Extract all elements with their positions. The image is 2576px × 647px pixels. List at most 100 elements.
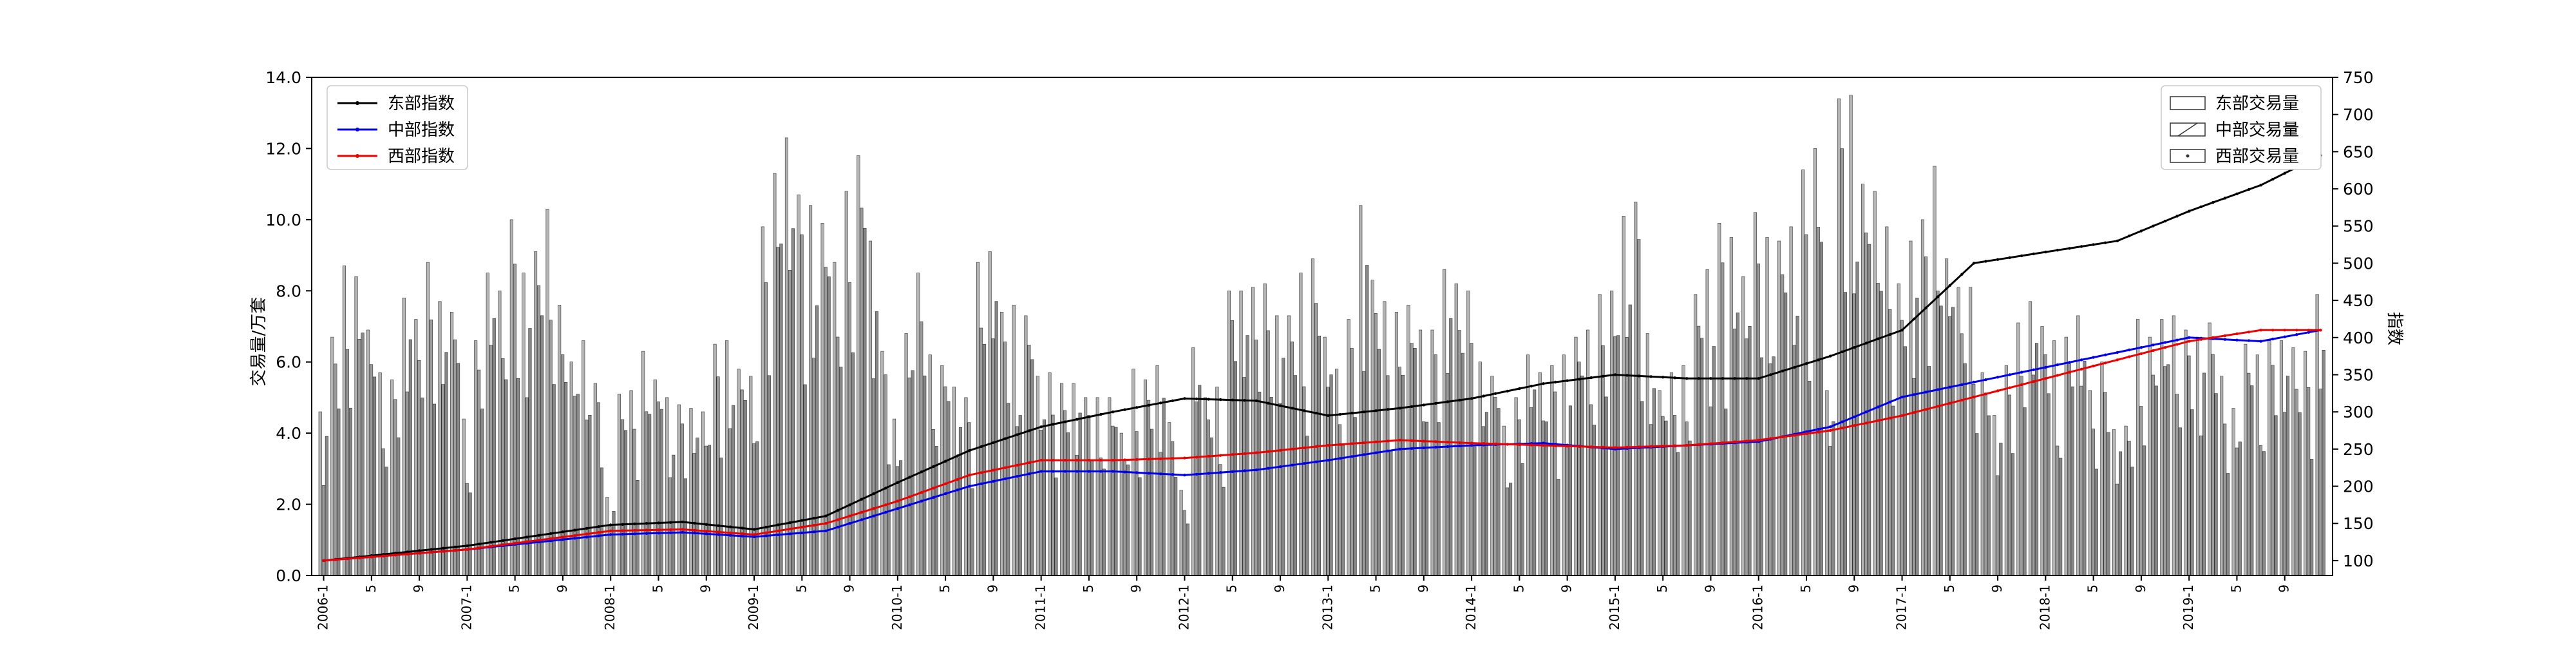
east-index-line-point [908,476,911,479]
west-index-line-point [2235,332,2239,336]
west-index-line-point [2044,377,2047,380]
west-index-line-point [2020,383,2023,387]
legend-bar-label: 中部交易量 [2215,121,2299,140]
bar [522,273,526,576]
bar [2286,376,2290,576]
bar [1227,290,1231,576]
bar [612,511,616,576]
west-index-line-point [788,527,791,531]
east-index-line-point [1171,399,1175,403]
east-index-line-point [442,546,445,550]
y2-tick-label: 650 [2343,142,2374,161]
bar [1003,342,1007,576]
bar [665,397,669,576]
east-index-line-point [1446,400,1450,403]
east-index-line-point [668,521,672,524]
bar [1756,264,1761,576]
bar [1470,343,1473,576]
bar [1206,420,1210,576]
west-index-line-point [848,514,851,517]
bar [2175,394,2179,576]
bar [1741,276,1745,576]
bar [743,400,747,576]
bar [2279,340,2284,576]
west-index-line-point [705,530,708,533]
east-index-line-point [1027,429,1031,432]
east-index-line-point [777,523,780,526]
central-index-line-point [896,507,900,510]
bar [1509,483,1513,576]
west-index-line-point [477,546,481,550]
east-index-line-point [705,523,708,526]
west-index-line-point [777,529,780,532]
bar [2223,423,2227,576]
bar [1350,348,1354,576]
west-index-line-point [1757,438,1760,442]
y-tick-label: 0.0 [276,566,301,585]
bar [2208,322,2211,576]
lines-layer [322,153,2322,563]
bar [1063,410,1067,576]
west-index-line-point [908,495,911,499]
bar [1018,415,1022,576]
central-index-line-point [597,534,600,537]
legend-line-marker [355,154,359,158]
bar [1888,309,1892,576]
bar [1759,357,1764,576]
central-index-line-point [968,485,971,488]
east-index-line-point [1542,382,1545,385]
bar [1410,343,1414,576]
bar [672,454,676,576]
east-index-line-point [585,526,589,530]
central-index-line-point [645,532,649,535]
central-index-line-point [573,537,576,540]
east-index-line-point [2068,247,2071,250]
central-index-line-point [1016,475,1019,478]
central-index-line-point [1542,441,1545,445]
east-index-line-point [1302,409,1306,412]
west-index-line-point [1099,459,1103,462]
bar [732,405,735,576]
east-index-line-point [1518,387,1521,391]
west-index-line-point [1446,440,1450,444]
west-index-line-point [668,528,672,532]
central-index-line-point [2032,368,2035,371]
x-tick-label: 5 [1224,584,1240,593]
legend-bar-label: 西部交易量 [2215,147,2299,166]
bar [2202,372,2206,576]
bar [1652,388,1656,576]
bar [582,340,585,576]
y-tick-label: 4.0 [276,424,301,443]
bar [2112,429,2116,576]
west-index-line-point [1207,454,1210,458]
east-index-line-point [1566,379,1569,382]
bar [1924,256,1928,576]
bar [1640,401,1644,576]
west-index-line-point [693,528,696,532]
bar [1948,316,1952,576]
west-index-line-point [406,552,409,555]
east-index-line-point [1745,377,1748,380]
east-index-line-point [2056,249,2060,252]
bar [2211,354,2215,576]
bar [1843,292,1848,576]
bar [1168,422,1171,576]
west-index-line-point [741,532,744,536]
bar [1066,432,1070,576]
west-index-line-point [1853,424,1856,427]
bar [1215,387,1219,576]
bar [1287,315,1291,576]
east-index-line-point [2139,229,2143,233]
east-index-line-point [1374,409,1378,412]
bar [797,194,800,576]
west-index-line-point [1374,440,1378,443]
bar [438,301,442,576]
bar [1087,415,1091,576]
bar [2166,364,2170,576]
west-index-line-point [1589,445,1593,449]
bar [576,394,580,576]
west-index-line-point [2128,355,2131,358]
bar [1302,386,1306,576]
west-index-line-point [1769,437,1772,440]
bar [1951,307,1955,576]
